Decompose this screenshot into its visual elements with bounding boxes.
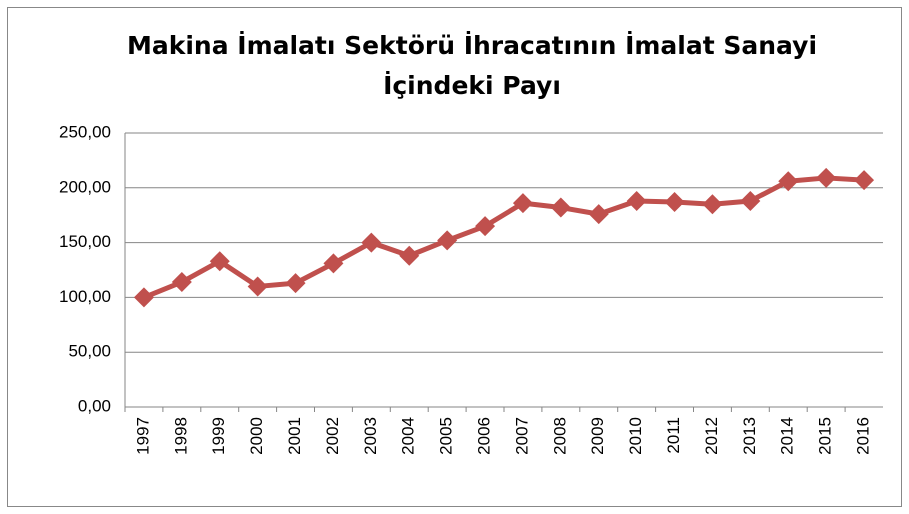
data-point [209, 251, 230, 272]
data-point [626, 190, 647, 211]
data-point [361, 232, 382, 253]
x-tick-label: 2014 [778, 417, 797, 455]
x-tick-label: 2016 [854, 417, 873, 455]
x-tick-label: 2006 [475, 417, 494, 455]
x-tick-label: 2009 [588, 417, 607, 455]
x-tick-label: 2010 [626, 417, 645, 455]
y-tick-label: 100,00 [59, 287, 111, 306]
x-tick-label: 1998 [171, 417, 190, 455]
x-tick-label: 1999 [209, 417, 228, 455]
data-point [778, 171, 799, 192]
x-tick-label: 2011 [664, 417, 683, 454]
y-tick-label: 150,00 [59, 232, 111, 251]
data-point [664, 192, 685, 213]
data-point [512, 193, 533, 214]
data-point [133, 287, 154, 308]
data-point [437, 230, 458, 251]
y-tick-label: 0,00 [78, 396, 111, 415]
chart-border [7, 7, 902, 507]
data-point [475, 216, 496, 237]
x-tick-label: 2015 [816, 417, 835, 455]
data-point [285, 273, 306, 294]
data-point [247, 276, 268, 297]
y-tick-label: 250,00 [59, 122, 111, 141]
x-tick-label: 2004 [399, 417, 418, 455]
y-tick-label: 50,00 [68, 342, 111, 361]
data-point [854, 170, 875, 191]
data-point [550, 197, 571, 218]
x-tick-label: 2000 [247, 417, 266, 455]
x-tick-label: 2012 [702, 417, 721, 455]
chart-title: İçindeki Payı [383, 70, 561, 100]
data-point [702, 194, 723, 215]
data-point [171, 272, 192, 293]
x-tick-label: 2005 [437, 417, 456, 455]
x-tick-label: 2002 [323, 417, 342, 455]
data-point [399, 245, 420, 266]
x-tick-label: 2001 [285, 417, 304, 455]
x-tick-label: 2013 [740, 417, 759, 455]
data-point [740, 190, 761, 211]
x-tick-label: 2008 [550, 417, 569, 455]
x-tick-label: 2003 [361, 417, 380, 455]
data-point [588, 204, 609, 225]
x-tick-label: 1997 [133, 417, 152, 455]
x-tick-label: 2007 [512, 417, 531, 455]
y-tick-label: 200,00 [59, 177, 111, 196]
data-point [323, 253, 344, 274]
chart-title: Makina İmalatı Sektörü İhracatının İmala… [127, 30, 817, 60]
data-point [816, 167, 837, 188]
